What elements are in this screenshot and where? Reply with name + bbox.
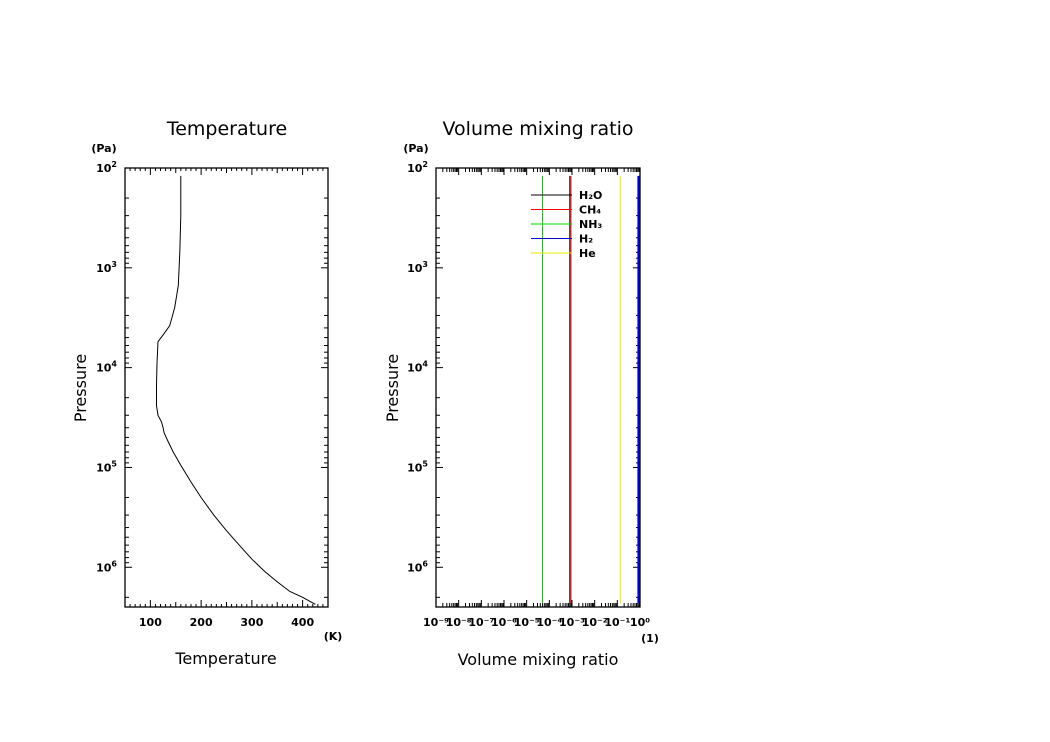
- plot-frame: [124, 167, 329, 608]
- y-tick-label: 106: [407, 559, 428, 574]
- mixing-ratio-x-unit: (1): [641, 632, 659, 645]
- y-tick-label: 105: [407, 459, 428, 474]
- legend-label-H₂O: H₂O: [579, 189, 602, 202]
- mixing-ratio-y-unit: (Pa): [403, 142, 428, 155]
- x-tick-label: 10⁻³: [559, 616, 585, 629]
- x-tick-label: 200: [190, 616, 213, 629]
- plot-frame: [435, 167, 641, 608]
- temperature-plot-area: [156, 175, 316, 605]
- temperature-x-unit: (K): [324, 630, 343, 643]
- x-tick-label: 10⁻²: [582, 616, 608, 629]
- x-tick-label: 100: [139, 616, 162, 629]
- x-tick-label: 10⁰: [630, 616, 650, 629]
- temperature-y-label: Pressure: [71, 354, 90, 422]
- y-tick-label: 102: [96, 160, 117, 175]
- temperature-panel: Temperature (Pa) (K) Temperature Pressur…: [71, 118, 342, 668]
- temperature-x-label: Temperature: [174, 649, 276, 668]
- mixing-ratio-ticks: 10210310410510610⁻⁹10⁻⁸10⁻⁷10⁻⁶10⁻⁵10⁻⁴1…: [407, 160, 650, 629]
- x-tick-label: 10⁻⁸: [446, 616, 472, 629]
- x-tick-label: 10⁻⁷: [468, 616, 494, 629]
- mixing-ratio-panel: Volume mixing ratio (Pa) (1) Volume mixi…: [383, 118, 659, 669]
- mixing-ratio-title: Volume mixing ratio: [443, 118, 634, 140]
- legend-label-H₂: H₂: [579, 233, 593, 246]
- y-tick-label: 102: [407, 160, 428, 175]
- y-tick-label: 103: [96, 260, 117, 275]
- legend-label-NH₃: NH₃: [579, 218, 602, 231]
- y-tick-label: 104: [96, 360, 117, 375]
- x-tick-label: 10⁻⁶: [491, 616, 517, 629]
- x-tick-label: 10⁻⁴: [536, 616, 562, 629]
- y-tick-label: 103: [407, 260, 428, 275]
- legend-label-CH₄: CH₄: [579, 204, 601, 217]
- temperature-title: Temperature: [166, 118, 287, 140]
- mixing-ratio-y-label: Pressure: [383, 354, 402, 422]
- y-tick-label: 104: [407, 360, 428, 375]
- temperature-y-unit: (Pa): [91, 142, 116, 155]
- x-tick-label: 10⁻⁹: [423, 616, 449, 629]
- temperature-profile-line: [156, 175, 316, 605]
- mixing-ratio-x-label: Volume mixing ratio: [458, 650, 619, 669]
- temperature-ticks: 102 103 104 105 106 100 200 300 400: [96, 160, 329, 629]
- legend-label-He: He: [579, 247, 596, 260]
- x-tick-label: 10⁻¹: [604, 616, 630, 629]
- y-tick-label: 106: [96, 559, 117, 574]
- y-tick-label: 105: [96, 459, 117, 474]
- x-tick-label: 300: [240, 616, 263, 629]
- mixing-ratio-plot-area: [542, 175, 640, 604]
- x-tick-label: 10⁻⁵: [514, 616, 540, 629]
- x-tick-label: 400: [291, 616, 314, 629]
